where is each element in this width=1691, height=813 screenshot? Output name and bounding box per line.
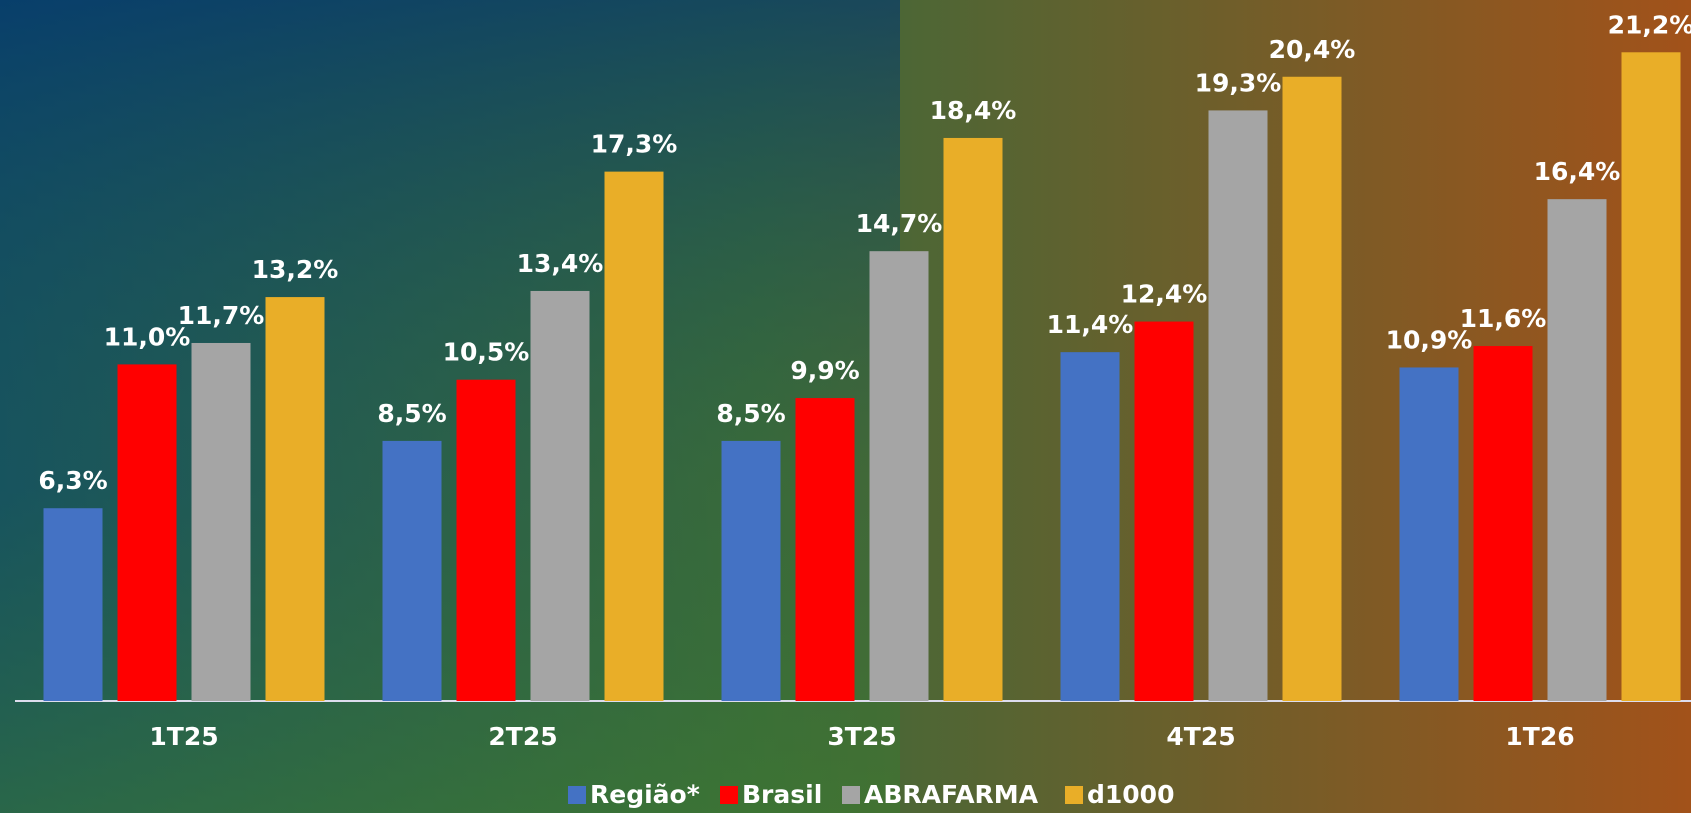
value-label: 6,3% xyxy=(38,466,107,495)
bar xyxy=(457,380,516,701)
value-label: 8,5% xyxy=(377,399,446,428)
value-label: 8,5% xyxy=(716,399,785,428)
x-tick-label: 1T26 xyxy=(1505,722,1574,751)
bar xyxy=(118,364,177,701)
legend-swatch xyxy=(568,786,586,804)
bar xyxy=(1135,322,1194,701)
legend-label: Brasil xyxy=(742,780,822,809)
value-label: 12,4% xyxy=(1121,280,1208,309)
value-label: 20,4% xyxy=(1269,35,1356,64)
legend-label: Região* xyxy=(590,780,700,809)
bar xyxy=(1548,199,1607,701)
legend-swatch xyxy=(842,786,860,804)
value-label: 18,4% xyxy=(930,96,1017,125)
legend-label: ABRAFARMA xyxy=(864,780,1039,809)
bar xyxy=(944,138,1003,701)
bar xyxy=(1061,352,1120,701)
bar xyxy=(1283,77,1342,701)
bar xyxy=(1400,367,1459,701)
bar xyxy=(870,251,929,701)
legend-swatch xyxy=(1065,786,1083,804)
value-label: 9,9% xyxy=(790,356,859,385)
bar xyxy=(1622,52,1681,701)
value-label: 14,7% xyxy=(856,209,943,238)
value-label: 21,2% xyxy=(1608,10,1691,39)
value-label: 11,4% xyxy=(1047,310,1134,339)
bar xyxy=(44,508,103,701)
value-label: 10,5% xyxy=(443,338,530,367)
bar xyxy=(722,441,781,701)
value-label: 19,3% xyxy=(1195,68,1282,97)
value-label: 13,2% xyxy=(252,255,339,284)
bar xyxy=(1474,346,1533,701)
bar xyxy=(605,172,664,701)
bar xyxy=(192,343,251,701)
bar xyxy=(796,398,855,701)
bar xyxy=(531,291,590,701)
value-label: 11,7% xyxy=(178,301,265,330)
value-label: 11,6% xyxy=(1460,304,1547,333)
chart: 1T256,3%11,0%11,7%13,2%2T258,5%10,5%13,4… xyxy=(0,0,1691,813)
value-label: 17,3% xyxy=(591,130,678,159)
value-label: 16,4% xyxy=(1534,157,1621,186)
bar xyxy=(266,297,325,701)
legend-swatch xyxy=(720,786,738,804)
legend-label: d1000 xyxy=(1087,780,1174,809)
bar xyxy=(1209,110,1268,701)
x-tick-label: 3T25 xyxy=(827,722,896,751)
bar xyxy=(383,441,442,701)
x-tick-label: 2T25 xyxy=(488,722,557,751)
x-tick-label: 4T25 xyxy=(1166,722,1235,751)
x-tick-label: 1T25 xyxy=(149,722,218,751)
value-label: 13,4% xyxy=(517,249,604,278)
